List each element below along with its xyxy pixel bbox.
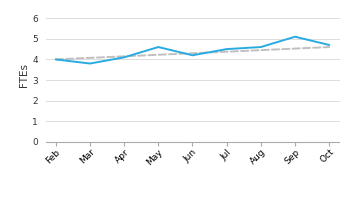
Y-axis label: FTEs: FTEs [19, 63, 29, 87]
